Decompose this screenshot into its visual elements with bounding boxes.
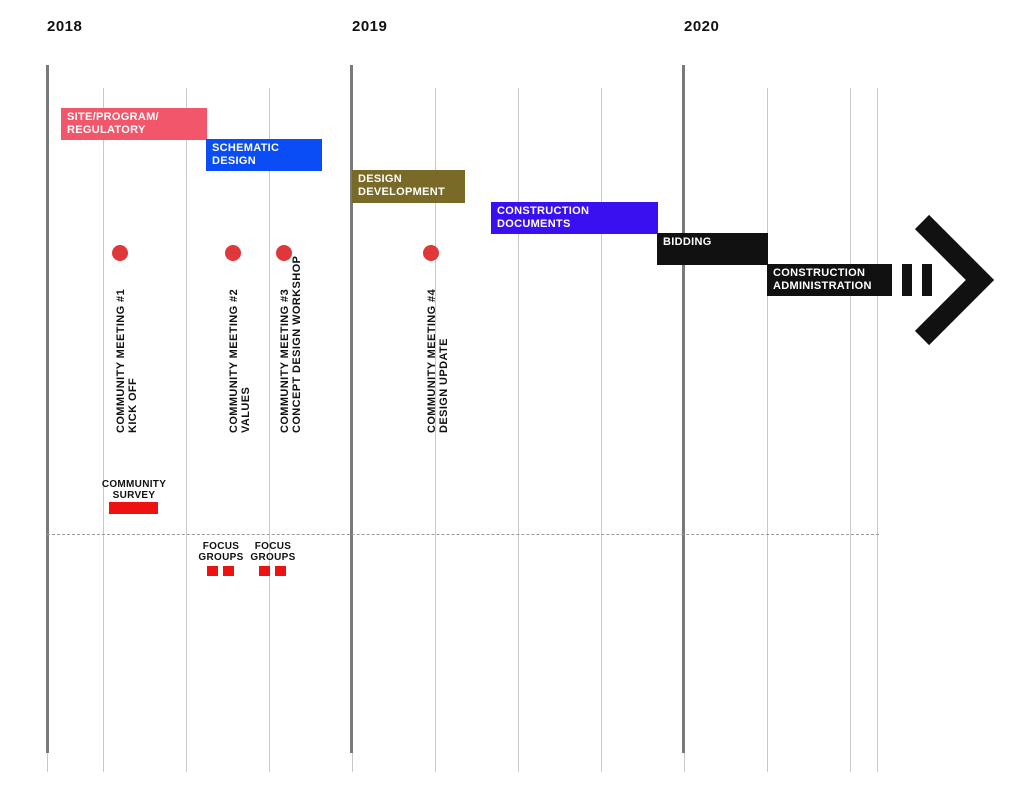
- meeting-subtitle: DESIGN UPDATE: [438, 338, 450, 433]
- meeting-subtitle: VALUES: [240, 386, 252, 433]
- quarter-gridline: [47, 753, 48, 772]
- meeting-dot-2: [225, 245, 241, 261]
- quarter-gridline: [435, 88, 436, 772]
- quarter-gridline: [269, 88, 270, 772]
- phase-schematic-design: SCHEMATIC DESIGN: [206, 139, 322, 171]
- focus-label-line1: FOCUS: [254, 541, 292, 552]
- year-label-2018: 2018: [47, 18, 83, 35]
- survey-label-line1: COMMUNITY: [101, 479, 167, 490]
- year-label-2020: 2020: [684, 18, 720, 35]
- meeting-dot-3: [276, 245, 292, 261]
- survey-label: COMMUNITY SURVEY: [92, 479, 176, 501]
- focus-group-marker: [223, 566, 234, 576]
- phase-label-line2: DESIGN: [212, 155, 256, 167]
- arrow-tick: [902, 264, 912, 296]
- meeting-subtitle: CONCEPT DESIGN WORKSHOP: [291, 255, 303, 433]
- phase-label-line2: REGULATORY: [67, 124, 146, 136]
- year-label-2019: 2019: [352, 18, 388, 35]
- focus-group-marker: [259, 566, 270, 576]
- quarter-gridline: [103, 88, 104, 772]
- meeting-dot-1: [112, 245, 128, 261]
- phase-label-line1: CONSTRUCTION: [773, 267, 866, 279]
- meeting-title: COMMUNITY MEETING #2: [228, 288, 240, 433]
- phase-label-line2: DOCUMENTS: [497, 218, 571, 230]
- quarter-gridline: [518, 88, 519, 772]
- meeting-label-3: COMMUNITY MEETING #3 CONCEPT DESIGN WORK…: [279, 256, 303, 433]
- continuation-arrow-icon: [902, 214, 995, 346]
- meeting-title: COMMUNITY MEETING #1: [115, 288, 127, 433]
- quarter-gridline: [877, 88, 878, 772]
- phase-construction-administration: CONSTRUCTION ADMINISTRATION: [767, 264, 892, 296]
- phase-label-line2: DEVELOPMENT: [358, 186, 446, 198]
- quarter-gridline: [186, 88, 187, 772]
- focus-label-line2: GROUPS: [198, 552, 244, 563]
- quarter-gridline: [850, 88, 851, 772]
- survey-bar: [109, 502, 158, 514]
- phase-bidding: BIDDING: [657, 233, 768, 265]
- phase-label-line1: SITE/PROGRAM/: [67, 111, 159, 123]
- year-divider-2019: [350, 65, 353, 753]
- focus-group-marker: [207, 566, 218, 576]
- year-divider-2018: [46, 65, 49, 753]
- phase-label-line2: ADMINISTRATION: [773, 280, 872, 292]
- quarter-gridline: [601, 88, 602, 772]
- quarter-gridline: [767, 88, 768, 772]
- arrow-chevron: [914, 214, 995, 346]
- focus-groups-label-2: FOCUS GROUPS: [248, 541, 298, 563]
- phase-label-line1: DESIGN: [358, 173, 402, 185]
- focus-groups-label-1: FOCUS GROUPS: [196, 541, 246, 563]
- meeting-subtitle: KICK OFF: [127, 377, 139, 433]
- outreach-divider: [47, 534, 879, 535]
- focus-label-line1: FOCUS: [202, 541, 240, 552]
- meeting-dot-4: [423, 245, 439, 261]
- quarter-gridline: [352, 753, 353, 772]
- focus-label-line2: GROUPS: [250, 552, 296, 563]
- arrow-tick: [922, 264, 932, 296]
- phase-label-line1: SCHEMATIC: [212, 142, 280, 154]
- phase-construction-documents: CONSTRUCTION DOCUMENTS: [491, 202, 658, 234]
- quarter-gridline: [684, 753, 685, 772]
- meeting-title: COMMUNITY MEETING #4: [426, 288, 438, 433]
- meeting-label-1: COMMUNITY MEETING #1 KICK OFF: [115, 289, 139, 433]
- phase-site-program-regulatory: SITE/PROGRAM/ REGULATORY: [61, 108, 207, 140]
- meeting-title: COMMUNITY MEETING #3: [279, 288, 291, 433]
- meeting-label-4: COMMUNITY MEETING #4 DESIGN UPDATE: [426, 289, 450, 433]
- phase-label-line1: CONSTRUCTION: [497, 205, 590, 217]
- meeting-label-2: COMMUNITY MEETING #2 VALUES: [228, 289, 252, 433]
- phase-design-development: DESIGN DEVELOPMENT: [352, 170, 465, 203]
- focus-group-marker: [275, 566, 286, 576]
- year-divider-2020: [682, 65, 685, 753]
- survey-label-line2: SURVEY: [112, 490, 156, 501]
- phase-label-line1: BIDDING: [663, 236, 712, 248]
